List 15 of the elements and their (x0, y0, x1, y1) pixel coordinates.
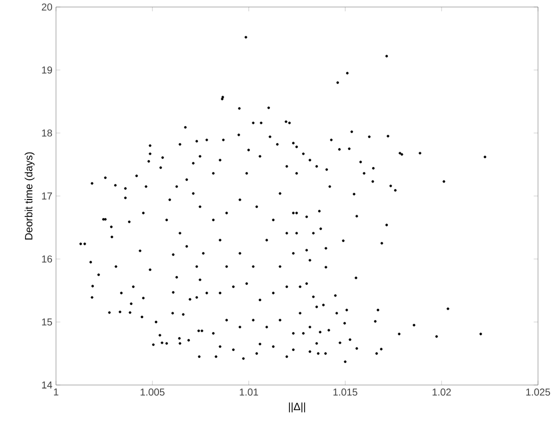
x-tick-label: 1.02 (432, 388, 451, 396)
x-tick-label: 1.005 (140, 388, 164, 396)
x-tick-label: 1.015 (333, 388, 358, 396)
y-tick-label: 15 (42, 318, 52, 326)
y-tick-label: 18 (42, 129, 52, 137)
x-axis-title: ||Δ|| (288, 402, 306, 412)
y-tick-label: 16 (42, 255, 52, 263)
y-tick-label: 19 (42, 66, 52, 74)
x-tick-label: 1 (54, 388, 58, 396)
y-tick-label: 17 (42, 192, 52, 200)
y-axis-title: Deorbit time (days) (24, 152, 34, 240)
y-tick-label: 20 (42, 3, 52, 11)
x-tick-label: 1.025 (526, 388, 550, 396)
y-tick-label: 14 (42, 382, 52, 388)
x-tick-label: 1.01 (240, 388, 258, 396)
